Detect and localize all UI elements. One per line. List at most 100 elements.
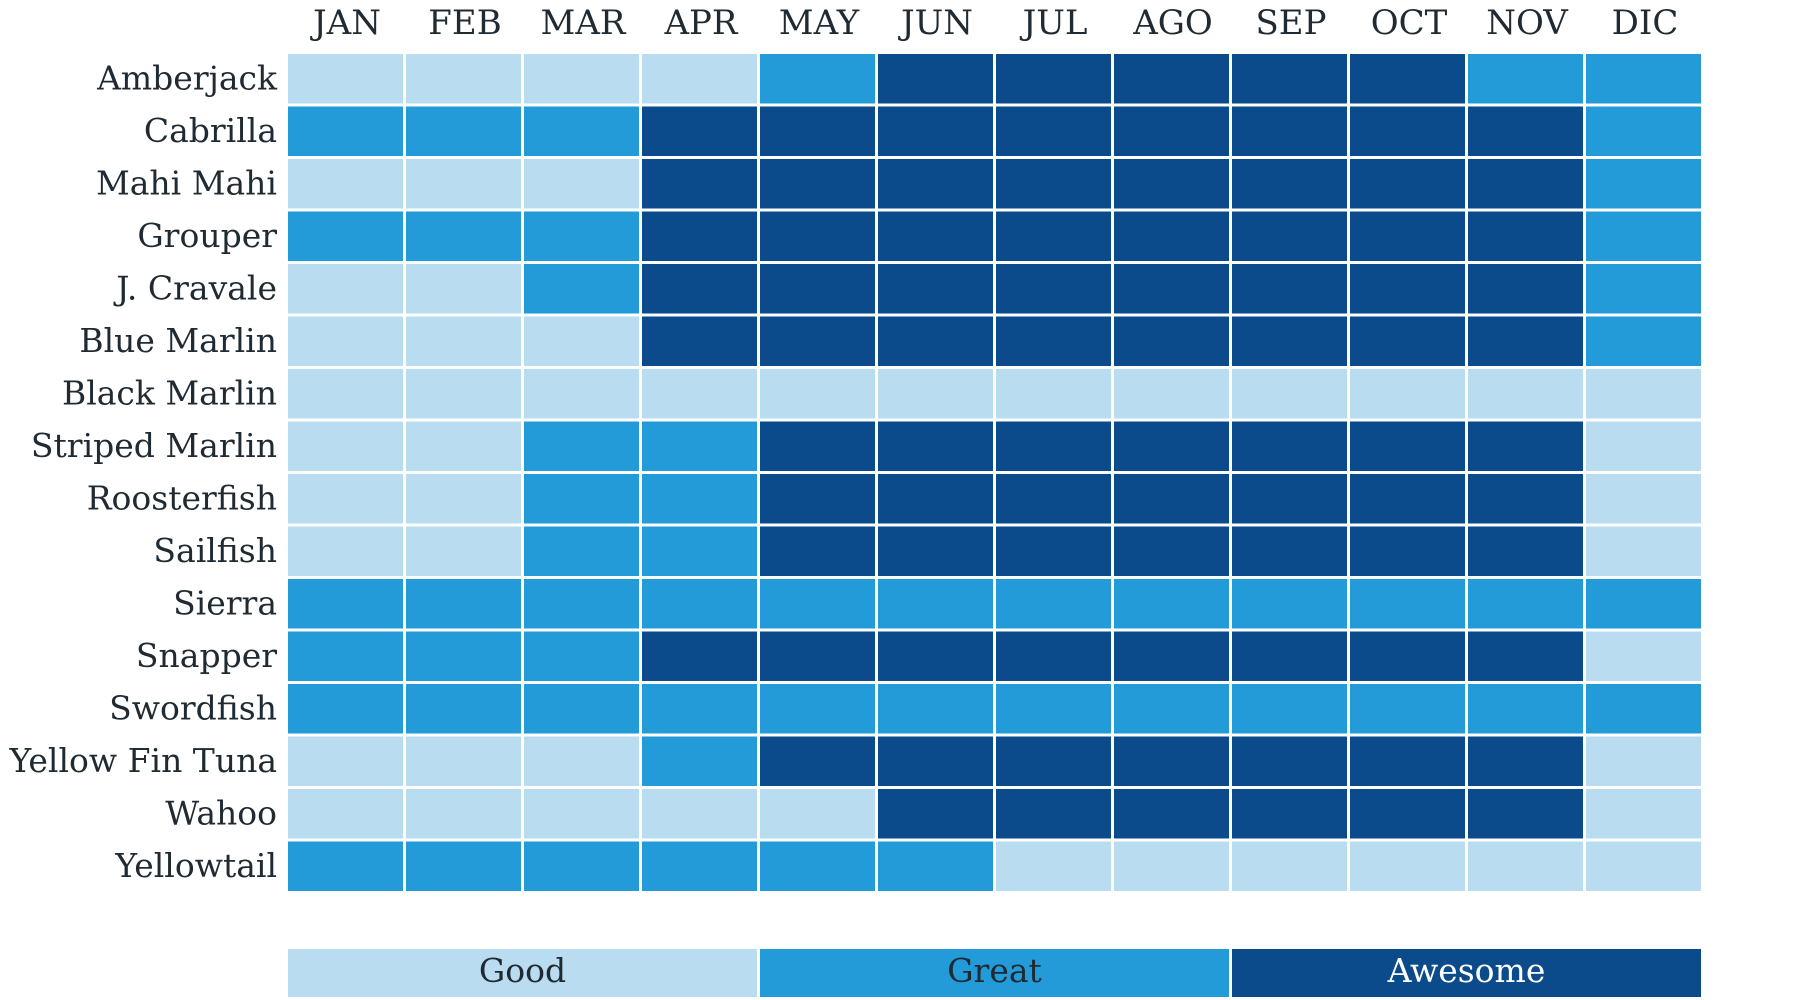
heatmap-cell <box>406 631 521 681</box>
heatmap-cell <box>1586 369 1701 419</box>
heatmap-cell <box>1114 841 1229 891</box>
heatmap-cell <box>406 54 521 104</box>
heatmap-cell <box>1350 211 1465 261</box>
heatmap-cell <box>642 211 757 261</box>
heatmap-cell <box>996 159 1111 209</box>
heatmap-cell <box>878 579 993 629</box>
heatmap-cell <box>288 54 403 104</box>
heatmap-cell <box>642 421 757 471</box>
heatmap-cell <box>288 369 403 419</box>
heatmap-cell <box>642 316 757 366</box>
heatmap-cell <box>288 159 403 209</box>
heatmap-cell <box>878 684 993 734</box>
heatmap-cell <box>1232 474 1347 524</box>
heatmap-cell <box>1468 684 1583 734</box>
heatmap-cell <box>1468 841 1583 891</box>
heatmap-cell <box>288 579 403 629</box>
heatmap-cell <box>1586 631 1701 681</box>
heatmap-cell <box>996 841 1111 891</box>
heatmap-cell <box>760 106 875 156</box>
heatmap-cell <box>1232 684 1347 734</box>
heatmap-cell <box>288 264 403 314</box>
heatmap-cell <box>1586 579 1701 629</box>
heatmap-cell <box>1468 421 1583 471</box>
legend-swatch-great <box>760 949 1229 997</box>
heatmap-cell <box>288 316 403 366</box>
heatmap-cell <box>524 106 639 156</box>
heatmap-cell <box>1114 316 1229 366</box>
heatmap-cell <box>996 684 1111 734</box>
heatmap-cell <box>1468 579 1583 629</box>
heatmap-cell <box>1114 474 1229 524</box>
heatmap-cell <box>878 106 993 156</box>
heatmap-cell <box>288 421 403 471</box>
heatmap-cell <box>878 264 993 314</box>
heatmap-cell <box>524 474 639 524</box>
heatmap-cell <box>1350 159 1465 209</box>
heatmap-cell <box>1586 736 1701 786</box>
fish-label: Blue Marlin <box>79 321 277 360</box>
heatmap-cell <box>1468 211 1583 261</box>
heatmap-cell <box>406 736 521 786</box>
fish-label: Mahi Mahi <box>96 163 277 202</box>
heatmap-cell <box>996 631 1111 681</box>
heatmap-cell <box>878 841 993 891</box>
heatmap-cell <box>406 789 521 839</box>
heatmap-cell <box>760 736 875 786</box>
fish-label: Amberjack <box>96 58 278 97</box>
heatmap-cell <box>1114 211 1229 261</box>
heatmap-cell <box>878 369 993 419</box>
heatmap-cell <box>996 579 1111 629</box>
legend-swatch-good <box>288 949 757 997</box>
heatmap-cell <box>760 684 875 734</box>
legend-label-great: Great <box>947 951 1042 990</box>
heatmap-cell <box>878 526 993 576</box>
heatmap-cell <box>878 631 993 681</box>
heatmap-cell <box>1468 369 1583 419</box>
heatmap-cell <box>642 106 757 156</box>
heatmap-cell <box>288 736 403 786</box>
heatmap-cell <box>996 316 1111 366</box>
fish-label: Swordfish <box>109 688 277 727</box>
heatmap-cell <box>878 789 993 839</box>
month-axis-labels: JAN FEB MAR APR MAY JUN JUL AGO SEP OCT NOV DIC <box>310 3 1678 43</box>
heatmap-cell <box>760 421 875 471</box>
fish-label: Roosterfish <box>87 478 277 517</box>
heatmap-cell <box>996 421 1111 471</box>
heatmap-cell <box>878 54 993 104</box>
fish-axis-labels: Amberjack Cabrilla Mahi Mahi Grouper J. Crav… <box>8 58 278 885</box>
heatmap-cell <box>1586 526 1701 576</box>
heatmap-cell <box>288 106 403 156</box>
heatmap-cell <box>642 54 757 104</box>
heatmap-cell <box>1586 54 1701 104</box>
heatmap-cell <box>1232 316 1347 366</box>
fish-label: J. Cravale <box>113 268 277 307</box>
heatmap-cell <box>1232 631 1347 681</box>
heatmap-cell <box>1232 106 1347 156</box>
heatmap-cell <box>1350 106 1465 156</box>
heatmap-cell <box>996 54 1111 104</box>
heatmap-cell <box>288 789 403 839</box>
month-label: SEP <box>1256 3 1327 43</box>
heatmap-cell <box>1468 264 1583 314</box>
heatmap-cell <box>760 316 875 366</box>
heatmap-cell <box>1586 211 1701 261</box>
heatmap-cell <box>1350 264 1465 314</box>
fish-label: Yellow Fin Tuna <box>8 741 277 780</box>
fish-label: Sailfish <box>153 531 277 570</box>
month-label: JUL <box>1020 3 1088 43</box>
heatmap-cell <box>760 841 875 891</box>
month-label: MAY <box>779 3 860 43</box>
month-label: OCT <box>1371 3 1448 43</box>
heatmap-cell <box>642 841 757 891</box>
heatmap-cell <box>760 369 875 419</box>
heatmap-cell <box>1468 631 1583 681</box>
heatmap-cell <box>524 736 639 786</box>
heatmap-cell <box>996 211 1111 261</box>
heatmap-cell <box>1586 106 1701 156</box>
heatmap-cell <box>1468 159 1583 209</box>
heatmap-cell <box>760 526 875 576</box>
heatmap-cell <box>1232 526 1347 576</box>
heatmap-cell <box>1586 684 1701 734</box>
heatmap-cell <box>878 474 993 524</box>
